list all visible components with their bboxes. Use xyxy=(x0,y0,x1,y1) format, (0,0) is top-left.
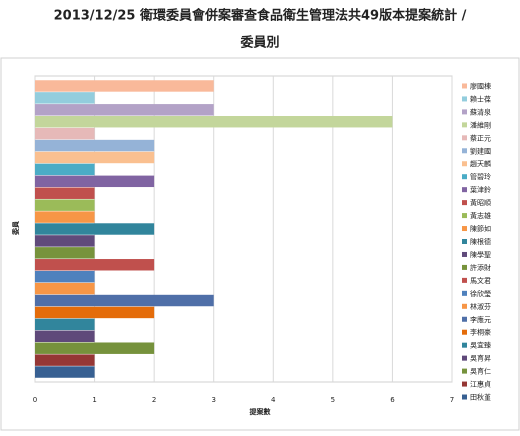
legend-swatch xyxy=(462,342,467,348)
legend-swatch xyxy=(462,122,467,128)
x-tick-label: 5 xyxy=(331,396,335,404)
y-axis-label: 委員 xyxy=(11,220,20,236)
legend-label: 葉津鈴 xyxy=(470,185,491,194)
legend-swatch xyxy=(462,226,467,232)
bar xyxy=(35,92,95,104)
x-tick-label: 3 xyxy=(211,396,215,404)
legend-label: 陳學聖 xyxy=(470,250,491,259)
legend-label: 田秋堇 xyxy=(470,393,491,402)
bar xyxy=(35,330,95,343)
legend-swatch xyxy=(462,290,467,296)
legend-swatch xyxy=(462,148,467,154)
legend-label: 劉建國 xyxy=(470,146,491,155)
legend-label: 吳育昇 xyxy=(470,354,491,363)
legend-label: 賴士葆 xyxy=(470,94,491,103)
legend-label: 趙天麟 xyxy=(470,159,491,168)
legend-label: 蘇清泉 xyxy=(470,107,491,116)
legend-label: 徐欣瑩 xyxy=(470,289,491,298)
legend-label: 馬文君 xyxy=(470,276,491,285)
legend-swatch xyxy=(462,109,467,115)
bar xyxy=(35,187,95,199)
legend-swatch xyxy=(462,161,467,167)
bar xyxy=(35,211,95,223)
bar xyxy=(35,199,95,211)
x-tick-label: 0 xyxy=(33,396,37,404)
bar xyxy=(35,318,95,331)
bar xyxy=(35,354,95,366)
bar xyxy=(35,104,214,116)
bar xyxy=(35,247,95,259)
bar xyxy=(35,223,155,235)
legend-label: 吳育仁 xyxy=(470,367,491,376)
bar xyxy=(35,282,95,295)
legend-label: 潘維剛 xyxy=(470,120,491,129)
legend-label: 陳節如 xyxy=(470,224,491,233)
legend-label: 黃昭順 xyxy=(470,198,491,207)
chart-subtitle: 委員別 xyxy=(239,35,279,51)
legend-swatch xyxy=(462,303,467,309)
legend-label: 林淑芬 xyxy=(470,302,491,311)
bar xyxy=(35,163,95,176)
legend-swatch xyxy=(462,213,467,219)
bar xyxy=(35,80,214,92)
legend-swatch xyxy=(462,329,467,335)
legend-swatch xyxy=(462,264,467,270)
bar xyxy=(35,366,95,378)
legend-swatch xyxy=(462,200,467,206)
legend-swatch xyxy=(462,381,467,387)
legend-swatch xyxy=(462,394,467,400)
legend-label: 許添財 xyxy=(470,263,491,272)
legend-label: 李應元 xyxy=(470,315,491,324)
bar xyxy=(35,127,95,140)
bar xyxy=(35,306,155,319)
legend-label: 管碧玲 xyxy=(470,172,491,181)
legend-label: 江惠貞 xyxy=(470,380,491,389)
x-tick-label: 2 xyxy=(152,396,156,404)
bar xyxy=(35,115,393,128)
legend-swatch xyxy=(462,316,467,322)
bar xyxy=(35,235,95,247)
legend-swatch xyxy=(462,187,467,193)
chart-title: 2013/12/25 衛環委員會併案審查食品衛生管理法共49版本提案統計 / xyxy=(54,8,467,24)
x-tick-label: 6 xyxy=(390,396,395,404)
legend-swatch xyxy=(462,239,467,244)
bar xyxy=(35,175,155,188)
x-axis-label: 提案數 xyxy=(249,407,271,416)
bar xyxy=(35,259,155,271)
bar xyxy=(35,151,155,164)
bar xyxy=(35,294,214,307)
x-tick-label: 1 xyxy=(92,396,96,404)
legend-label: 黃志雄 xyxy=(470,211,491,220)
x-tick-label: 4 xyxy=(271,396,276,404)
legend-swatch xyxy=(462,368,467,374)
legend-label: 吳宜臻 xyxy=(470,341,491,350)
legend-swatch xyxy=(462,174,467,180)
bar xyxy=(35,270,95,283)
legend-swatch xyxy=(462,83,467,89)
bar xyxy=(35,342,155,354)
legend-swatch xyxy=(462,96,467,102)
legend-label: 廖國棟 xyxy=(470,81,491,90)
legend-swatch xyxy=(462,135,467,141)
bar xyxy=(35,139,155,152)
legend-swatch xyxy=(462,277,467,283)
legend-label: 蔡正元 xyxy=(470,133,491,142)
legend-swatch xyxy=(462,355,467,361)
legend-label: 陳根德 xyxy=(470,237,491,246)
x-tick-label: 7 xyxy=(450,396,454,404)
legend-swatch xyxy=(462,251,467,257)
legend-label: 李桐豪 xyxy=(470,328,491,337)
